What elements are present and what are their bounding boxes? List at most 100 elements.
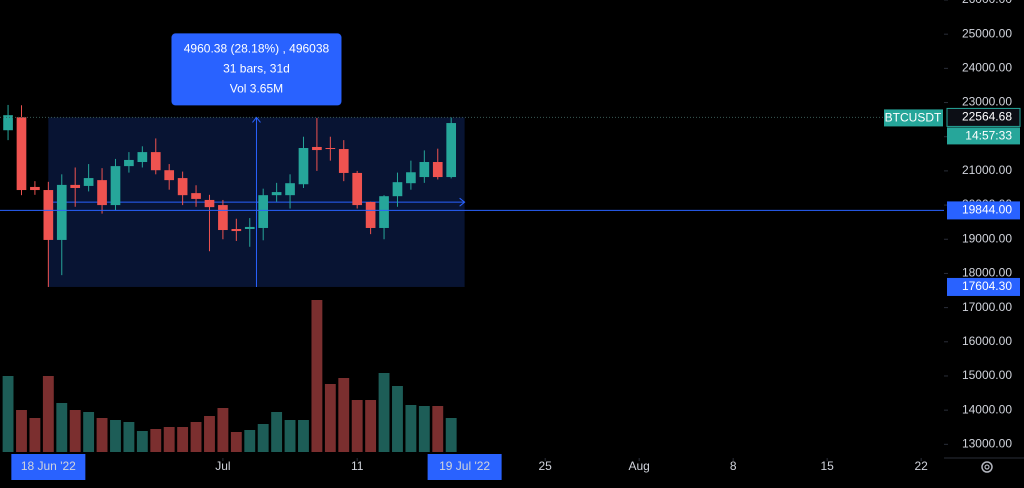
price-label-box: [947, 277, 1020, 296]
candle-body: [285, 183, 295, 196]
candle-body: [419, 162, 430, 178]
volume-bar: [56, 403, 68, 452]
candle-body: [258, 195, 269, 228]
volume-bar: [244, 430, 256, 452]
volume-bar: [378, 373, 390, 452]
candle-body: [124, 159, 134, 167]
volume-bar: [257, 424, 269, 452]
volume-bar: [69, 410, 81, 452]
candle-body: [352, 172, 363, 206]
x-tick-label: Jul: [215, 459, 230, 473]
candle-body: [298, 147, 309, 185]
volume-bar: [271, 412, 283, 452]
volume-bar: [311, 300, 323, 452]
candle-body: [379, 196, 389, 228]
measure-v-head: [252, 116, 261, 123]
candle-body: [191, 193, 201, 199]
volume-bar: [42, 376, 54, 452]
measure-h-head: [459, 197, 466, 207]
countdown-box: [947, 127, 1020, 145]
measure-tooltip: [171, 33, 342, 106]
candle-body: [271, 192, 282, 196]
price-label-box: [946, 107, 1021, 127]
settings-icon[interactable]: [981, 461, 993, 473]
volume-bar: [351, 400, 363, 452]
volume-bar: [284, 420, 296, 452]
volume-bar: [230, 432, 242, 452]
volume-bar: [96, 418, 108, 452]
volume-bar: [405, 405, 417, 452]
candle-body: [56, 184, 67, 240]
symbol-label: BTCUSDT: [885, 111, 942, 125]
price-label: 19844.00: [962, 203, 1012, 217]
y-tick-label: 25000.00: [962, 26, 1012, 40]
volume-bar: [16, 410, 27, 452]
candle-body: [83, 178, 94, 186]
y-tick-label: 18000.00: [962, 266, 1012, 280]
price-label: 17604.30: [962, 279, 1012, 293]
countdown-label: 14:57:33: [965, 129, 1012, 143]
candle-body: [204, 199, 215, 208]
y-tick-label: 17000.00: [962, 300, 1012, 314]
y-tick-label: 26000.00: [962, 0, 1012, 6]
volume-bar: [324, 384, 336, 452]
y-tick-label: 24000.00: [962, 61, 1012, 75]
candle-body: [325, 147, 336, 150]
candle-body: [177, 178, 188, 196]
symbol-box: [884, 109, 943, 127]
volume-bar: [445, 418, 457, 452]
candle-body: [110, 166, 121, 206]
y-tick-label: 16000.00: [962, 334, 1012, 348]
volume-bar: [136, 431, 148, 452]
settings-ring: [981, 461, 993, 473]
x-tick-highlight: [11, 454, 86, 480]
volume-bar: [365, 400, 377, 452]
volume-bar: [83, 412, 95, 452]
candle-body: [30, 186, 40, 191]
candle-body: [432, 162, 443, 178]
volume-bar: [163, 427, 175, 452]
y-tick-label: 13000.00: [962, 437, 1012, 451]
y-tick-label: 15000.00: [962, 368, 1012, 382]
candle-body: [312, 146, 322, 151]
candle-body: [3, 115, 13, 131]
candle-body: [70, 184, 81, 188]
volume-bar: [432, 406, 444, 452]
x-tick-label: 11: [351, 459, 364, 473]
measure-text: 4960.38 (28.18%) , 496038: [184, 42, 330, 56]
x-tick-label: 25: [539, 459, 553, 473]
x-tick-label: Aug: [629, 459, 650, 473]
y-tick-label: 19000.00: [962, 231, 1012, 245]
volume-bar: [338, 378, 350, 452]
x-tick-label: 8: [730, 459, 737, 473]
measure-text: Vol 3.65M: [230, 82, 283, 96]
volume-bar: [217, 408, 229, 452]
candle-body: [244, 226, 255, 229]
volume-bar: [110, 420, 121, 452]
candle-body: [365, 201, 376, 228]
candle-body: [231, 229, 242, 232]
candle-body: [150, 152, 161, 171]
settings-hub: [984, 464, 990, 470]
volume-bar: [204, 416, 215, 452]
y-tick-label: 23000.00: [962, 95, 1012, 109]
candle-body: [97, 180, 107, 206]
volume-bar: [418, 406, 430, 452]
y-tick-label: 14000.00: [962, 402, 1012, 416]
candle-body: [16, 117, 27, 191]
price-label: 22564.68: [962, 110, 1012, 124]
measure-text: 31 bars, 31d: [223, 62, 290, 76]
x-tick-label: 15: [820, 459, 834, 473]
volume-bar: [177, 427, 189, 452]
volume-bar: [150, 429, 162, 452]
volume-bar: [190, 422, 202, 452]
y-tick-label: 21000.00: [962, 163, 1012, 177]
candle-body: [43, 190, 54, 240]
x-tick-label: 22: [914, 459, 928, 473]
volume-bar: [298, 420, 309, 452]
candle-body: [137, 152, 148, 163]
x-tick-label: 19 Jul '22: [439, 459, 490, 473]
volume-bar: [123, 422, 135, 452]
